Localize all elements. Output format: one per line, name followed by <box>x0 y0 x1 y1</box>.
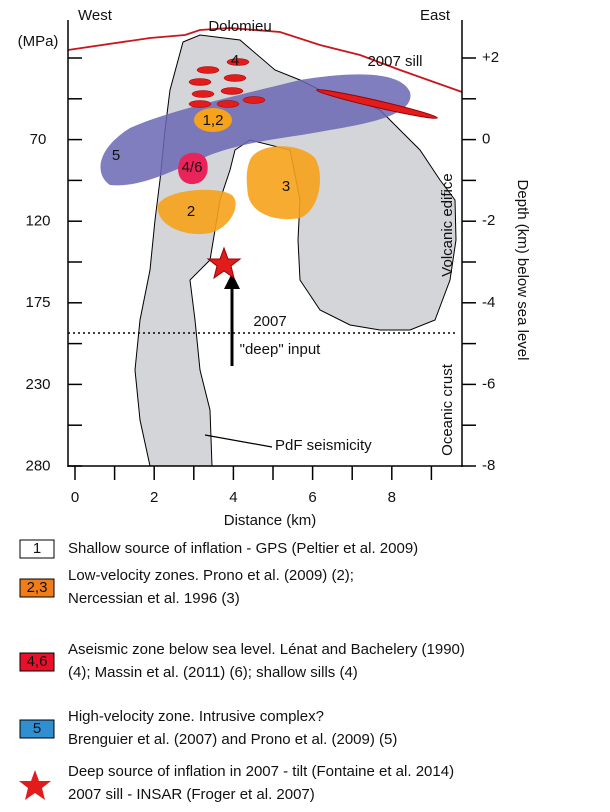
legend-text: 2007 sill - INSAR (Froger et al. 2007) <box>68 786 315 803</box>
legend-star <box>19 770 51 800</box>
legend-text: Low-velocity zones. Prono et al. (2009) … <box>68 567 354 584</box>
y-tick-label: 175 <box>25 294 50 311</box>
star <box>206 246 242 280</box>
label: West <box>78 7 113 24</box>
topography <box>67 27 463 93</box>
label: Dolomieu <box>208 18 271 35</box>
legend-key: 5 <box>33 720 41 737</box>
zone-label: 4/6 <box>182 159 203 176</box>
legend-swatch <box>19 719 55 739</box>
x-tick-label: 8 <box>388 489 396 506</box>
y-tick-label: 280 <box>25 457 50 474</box>
legend-swatch <box>19 578 55 598</box>
legend-text: (4); Massin et al. (2011) (6); shallow s… <box>68 664 358 681</box>
y2-tick-label: -2 <box>482 212 495 229</box>
label: 2007 <box>253 313 286 330</box>
y2-tick-label: -8 <box>482 457 495 474</box>
zone-label: 3 <box>282 178 290 195</box>
legend-text: Brenguier et al. (2007) and Prono et al.… <box>68 731 397 748</box>
y2-tick-label: -4 <box>482 294 495 311</box>
zone-2 <box>157 189 236 235</box>
legend-key: 1 <box>33 540 41 557</box>
axis-label: Distance (km) <box>224 512 317 529</box>
high-velocity-zone <box>100 74 411 186</box>
x-tick-label: 0 <box>71 489 79 506</box>
y2-tick-label: +2 <box>482 49 499 66</box>
y-tick-label: 230 <box>25 376 50 393</box>
sill-2007 <box>316 89 438 119</box>
legend-key: 4,6 <box>27 653 48 670</box>
axis-unit: (MPa) <box>18 33 59 50</box>
leader <box>204 434 273 448</box>
legend-key: 2,3 <box>27 579 48 596</box>
legend-text: Shallow source of inflation - GPS (Pelti… <box>68 540 418 557</box>
arrow-head <box>224 273 240 289</box>
zone-label: 4 <box>231 52 239 69</box>
zone-label: 1,2 <box>203 112 224 129</box>
x-tick-label: 4 <box>229 489 237 506</box>
y-tick-label: 70 <box>30 131 47 148</box>
label: PdF seismicity <box>275 437 372 454</box>
label: Volcanic edifice <box>439 173 456 276</box>
label: Oceanic crust <box>439 363 456 456</box>
x-tick-label: 6 <box>308 489 316 506</box>
axis-label: Depth (km) below sea level <box>514 180 531 361</box>
legend-text: Nercessian et al. 1996 (3) <box>68 590 240 607</box>
zone-1-2 <box>194 108 232 132</box>
legend-swatch <box>19 652 55 672</box>
y-tick-label: 120 <box>25 213 50 230</box>
label: "deep" input <box>240 341 322 358</box>
axes <box>67 20 463 467</box>
label: East <box>420 7 451 24</box>
legend: 1 Shallow source of inflation - GPS (Pelt… <box>19 539 465 803</box>
y2-tick-label: 0 <box>482 131 490 148</box>
legend-text: Deep source of inflation in 2007 - tilt … <box>68 763 454 780</box>
legend-text: High-velocity zone. Intrusive complex? <box>68 708 324 725</box>
x-tick-label: 2 <box>150 489 158 506</box>
zone-label: 2 <box>187 203 195 220</box>
zone-3 <box>246 146 320 220</box>
zone-label: 5 <box>112 147 120 164</box>
zone-4-6 <box>178 152 208 185</box>
y2-tick-label: -6 <box>482 375 495 392</box>
legend-text: Aseismic zone below sea level. Lénat and… <box>68 641 465 658</box>
label: 2007 sill <box>367 53 422 70</box>
legend-swatch <box>19 539 55 559</box>
shallow-sills <box>188 58 266 108</box>
